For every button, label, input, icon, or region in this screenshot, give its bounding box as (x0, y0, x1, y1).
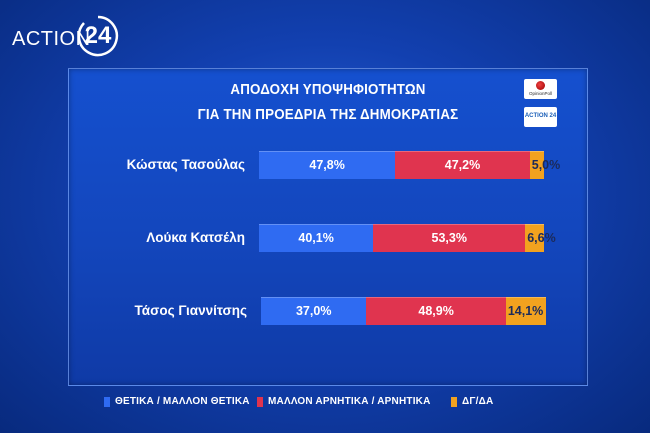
legend-swatch-positive (104, 396, 110, 407)
pollster-badge: OpinionPoll (524, 79, 557, 99)
data-label: 48,9% (418, 304, 454, 318)
bar-segment-positive: 40,1% (259, 224, 374, 252)
bar-segment-neutral: 6,6% (525, 224, 556, 252)
logo-text: ACTION (12, 28, 91, 50)
bar-segment-negative: 53,3% (373, 224, 526, 252)
chart-title: ΑΠΟΔΟΧΗ ΥΠΟΨΗΦΙΟΤΗΤΩΝ (230, 82, 426, 98)
bar-segment-neutral: 14,1% (505, 297, 546, 325)
legend-label-positive: ΘΕΤΙΚΑ / ΜΑΛΛΟΝ ΘΕΤΙΚΑ (115, 396, 250, 407)
legend-item-positive: ΘΕΤΙΚΑ / ΜΑΛΛΟΝ ΘΕΤΙΚΑ (104, 396, 250, 407)
bar-segment-negative: 47,2% (395, 151, 530, 179)
data-label: 47,8% (309, 158, 345, 172)
logo-ring-icon (77, 15, 119, 57)
bar-segment-positive: 47,8% (259, 151, 396, 179)
data-label: 6,6% (527, 231, 556, 245)
opinionpoll-logo-icon (536, 81, 545, 90)
data-label: 5,0% (531, 158, 561, 172)
chart-subtitle: ΓΙΑ ΤΗΝ ΠΡΟΕΔΡΙΑ ΤΗΣ ΔΗΜΟΚΡΑΤΙΑΣ (197, 107, 459, 123)
pollster-label: OpinionPoll (528, 91, 552, 96)
data-label: 14,1% (507, 304, 544, 318)
data-label: 37,0% (295, 304, 332, 318)
legend-swatch-neutral (451, 396, 457, 407)
channel-badge: ACTION 24 (524, 107, 557, 127)
logo-number: 24 (84, 22, 112, 49)
legend-item-negative: ΜΑΛΛΟΝ ΑΡΝΗΤΙΚΑ / ΑΡΝΗΤΙΚΑ (257, 396, 431, 407)
data-label: 40,1% (298, 231, 334, 245)
data-label: 53,3% (431, 231, 467, 245)
bar-segment-positive: 37,0% (261, 297, 367, 325)
legend-swatch-negative (257, 396, 263, 407)
legend-label-neutral: ΔΓ/ΔΑ (462, 396, 494, 407)
chart-legend: ΘΕΤΙΚΑ / ΜΑΛΛΟΝ ΘΕΤΙΚΑ ΜΑΛΛΟΝ ΑΡΝΗΤΙΚΑ /… (0, 396, 650, 412)
candidate-name: Τάσος Γιαννίτσης (134, 303, 247, 318)
candidate-name: Κώστας Τασούλας (126, 157, 245, 172)
bar-segment-neutral: 5,0% (529, 151, 560, 179)
legend-item-neutral: ΔΓ/ΔΑ (451, 396, 493, 407)
chart-panel: ΑΠΟΔΟΧΗ ΥΠΟΨΗΦΙΟΤΗΤΩΝ ΓΙΑ ΤΗΝ ΠΡΟΕΔΡΙΑ Τ… (68, 68, 588, 386)
candidate-name: Λούκα Κατσέλη (146, 230, 245, 245)
action24-logo: ACTION 24 (12, 14, 122, 66)
channel-label: ACTION 24 (524, 113, 557, 119)
bar-segment-negative: 48,9% (366, 297, 506, 325)
legend-label-negative: ΜΑΛΛΟΝ ΑΡΝΗΤΙΚΑ / ΑΡΝΗΤΙΚΑ (268, 396, 431, 407)
data-label: 47,2% (444, 158, 481, 172)
